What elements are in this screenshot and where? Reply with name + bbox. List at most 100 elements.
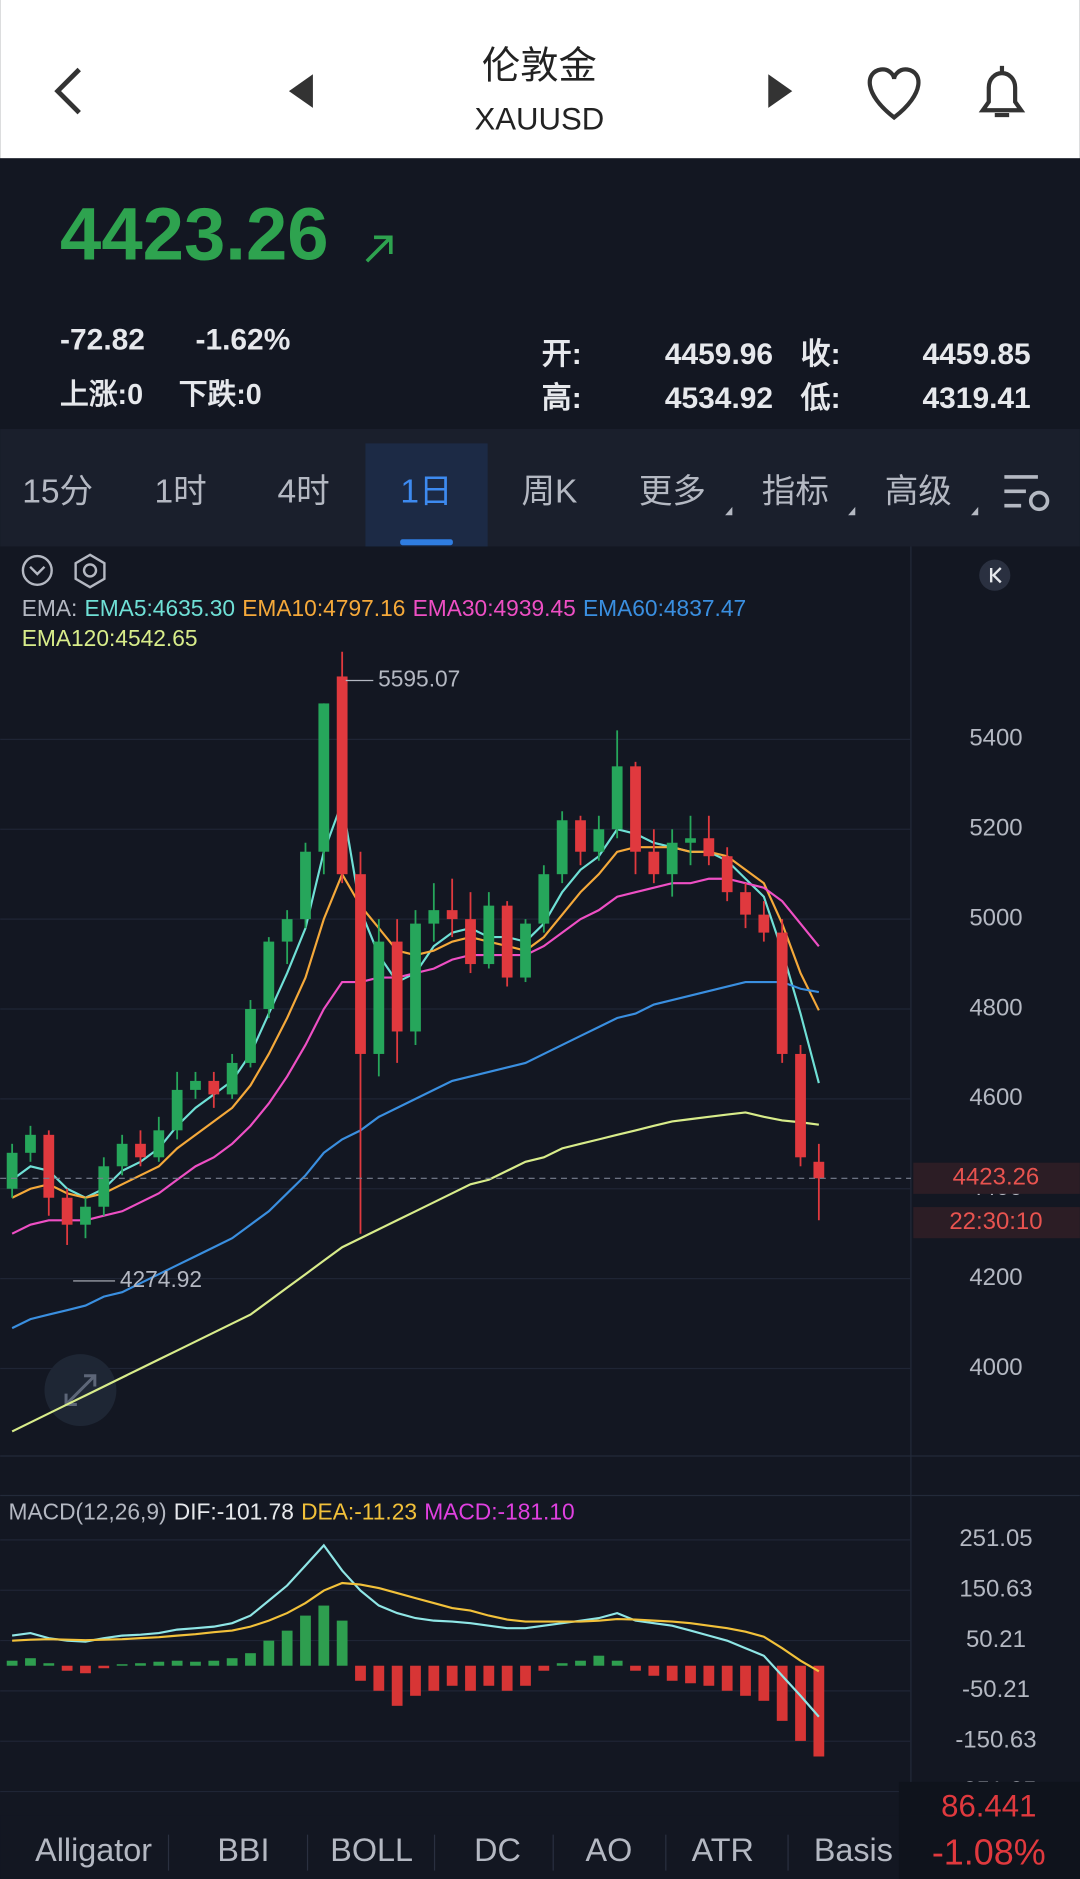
tab-bar <box>0 429 1080 547</box>
candle-body <box>630 766 641 852</box>
macd-bar <box>336 1620 348 1666</box>
legend-entry: EMA10:4797.16 <box>242 595 405 621</box>
trend-arrow <box>365 235 393 263</box>
y-tick-label: 4000 <box>969 1354 1022 1381</box>
legend-entry: MACD:-181.10 <box>424 1499 574 1525</box>
candle-body <box>318 703 330 852</box>
macd-bar <box>373 1665 385 1691</box>
y-tick-label: 150.63 <box>959 1576 1032 1603</box>
macd-bar <box>263 1640 275 1666</box>
candle-body <box>758 914 770 933</box>
timeframe-tab[interactable]: 更多 <box>639 473 706 511</box>
candle-body <box>245 1009 256 1063</box>
visibility-button[interactable] <box>74 553 106 589</box>
timeframe-tab[interactable]: 高级 <box>885 473 952 511</box>
macd-bar <box>135 1663 146 1666</box>
indicator-tool[interactable]: DC <box>474 1832 521 1868</box>
overlay-box <box>898 1781 1080 1879</box>
candle-body <box>556 820 568 875</box>
prev-symbol[interactable] <box>288 74 313 108</box>
macd-bar <box>575 1660 586 1666</box>
alert-button[interactable] <box>978 65 1026 118</box>
stat-label: 高: <box>542 382 582 415</box>
stat-label: 低: <box>800 382 841 415</box>
stat-value: 4319.41 <box>923 382 1031 415</box>
macd-bar <box>6 1660 18 1666</box>
timeframe-tab[interactable]: 指标 <box>762 473 829 511</box>
macd-bar <box>520 1665 531 1686</box>
indicator-tool[interactable]: Basis <box>814 1832 893 1868</box>
collapse-icon <box>29 565 46 576</box>
macd-bar <box>446 1665 458 1686</box>
timeframe-tab[interactable]: 4时 <box>277 474 329 511</box>
current-price-label: 4423.26 <box>953 1164 1040 1191</box>
legend-entry: EMA60:4837.47 <box>583 595 746 621</box>
timeframe-tab[interactable]: 15分 <box>22 474 93 511</box>
candle-body <box>776 932 788 1054</box>
next-symbol[interactable] <box>768 74 793 108</box>
macd-bar <box>80 1665 91 1674</box>
macd-bar <box>116 1664 128 1666</box>
indicator-tool[interactable]: BBI <box>217 1832 269 1868</box>
y-tick-label: 5400 <box>969 725 1022 752</box>
candle-body <box>666 842 678 875</box>
candle-body <box>465 919 476 965</box>
timeframe-tab[interactable]: 1日 <box>400 474 452 511</box>
macd-bar <box>61 1665 73 1671</box>
last-price: 4423.26 <box>60 192 329 275</box>
macd-bar <box>703 1665 715 1686</box>
macd-bar <box>740 1665 751 1696</box>
macd-bar <box>245 1653 256 1666</box>
macd-bar <box>721 1665 733 1691</box>
candle-body <box>721 856 733 893</box>
macd-bar <box>593 1655 605 1666</box>
candle-body <box>410 923 421 1032</box>
candle-body <box>685 838 696 843</box>
legend-prefix: EMA: <box>22 595 78 621</box>
candle-body <box>25 1134 36 1153</box>
candle-body <box>98 1166 110 1207</box>
fall-count: 下跌:0 <box>179 379 262 411</box>
macd-bar <box>611 1660 623 1666</box>
candle-body <box>740 892 751 915</box>
active-tab-bg <box>365 443 488 547</box>
macd-bar <box>391 1665 403 1706</box>
countdown-label: 22:30:10 <box>949 1208 1042 1235</box>
indicator-tool[interactable]: Alligator <box>35 1832 152 1868</box>
indicator-tool[interactable]: AO <box>586 1832 633 1868</box>
candle-body <box>226 1062 238 1095</box>
timeframe-tab[interactable]: 周K <box>521 474 577 511</box>
candle-body <box>593 829 605 852</box>
legend-entry: EMA120:4542.65 <box>22 625 198 651</box>
timeframe-tab[interactable]: 1时 <box>155 474 207 511</box>
candle-body <box>355 874 366 1054</box>
macd-bar <box>25 1658 36 1666</box>
macd-bar <box>556 1663 568 1666</box>
macd-bar <box>666 1665 678 1681</box>
y-tick-label: -50.21 <box>962 1676 1030 1703</box>
legend-title: MACD(12,26,9) <box>9 1499 167 1525</box>
legend-entry: EMA5:4635.30 <box>85 595 236 621</box>
candle-body <box>43 1134 55 1198</box>
macd-bar <box>795 1665 806 1741</box>
macd-bar <box>501 1665 513 1691</box>
stat-value: 4459.85 <box>923 338 1031 371</box>
current-price-box <box>913 1162 1080 1194</box>
candle-body <box>116 1143 128 1167</box>
macd-bar <box>776 1665 788 1721</box>
stat-label: 开: <box>542 338 582 371</box>
back-button[interactable] <box>54 67 81 115</box>
macd-bar <box>538 1665 550 1671</box>
indicator-tool[interactable]: BOLL <box>330 1832 413 1868</box>
candle-body <box>135 1143 146 1158</box>
settings-button[interactable] <box>1004 475 1050 512</box>
candle-body <box>538 874 550 924</box>
candle-body <box>428 910 440 924</box>
macd-bar <box>43 1663 55 1666</box>
collapse-button[interactable] <box>21 554 53 586</box>
favorite-button[interactable] <box>867 67 921 121</box>
macd-bar <box>428 1665 440 1691</box>
indicator-tool[interactable]: ATR <box>692 1832 754 1868</box>
candle-body <box>648 851 660 875</box>
